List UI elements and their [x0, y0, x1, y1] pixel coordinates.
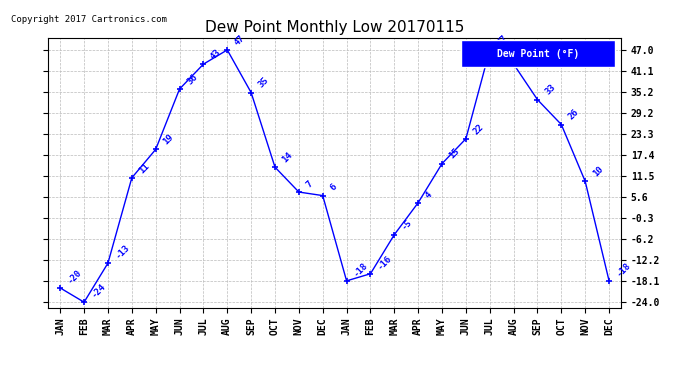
Text: 19: 19 [161, 133, 175, 147]
Text: 43: 43 [209, 47, 223, 62]
Text: 33: 33 [543, 83, 557, 97]
Text: -20: -20 [66, 267, 83, 285]
Text: 36: 36 [185, 72, 199, 86]
Text: 43: 43 [519, 47, 533, 62]
Text: 14: 14 [281, 150, 295, 164]
Text: 47: 47 [233, 33, 247, 47]
Text: -5: -5 [400, 218, 414, 232]
Text: 11: 11 [137, 161, 151, 175]
Text: -18: -18 [615, 260, 633, 278]
Text: 22: 22 [471, 122, 485, 136]
Text: 26: 26 [567, 108, 581, 122]
Text: -13: -13 [114, 243, 131, 260]
Text: -16: -16 [376, 253, 394, 271]
Text: 15: 15 [448, 147, 462, 161]
Text: -18: -18 [352, 260, 370, 278]
Text: 10: 10 [591, 165, 604, 178]
Text: 35: 35 [257, 76, 270, 90]
Text: 4: 4 [424, 190, 434, 200]
Text: 6: 6 [328, 183, 338, 193]
Text: -24: -24 [90, 282, 108, 299]
Title: Dew Point Monthly Low 20170115: Dew Point Monthly Low 20170115 [205, 20, 464, 35]
Text: 47: 47 [495, 33, 509, 47]
Text: 7: 7 [304, 179, 315, 189]
Text: Copyright 2017 Cartronics.com: Copyright 2017 Cartronics.com [11, 15, 167, 24]
